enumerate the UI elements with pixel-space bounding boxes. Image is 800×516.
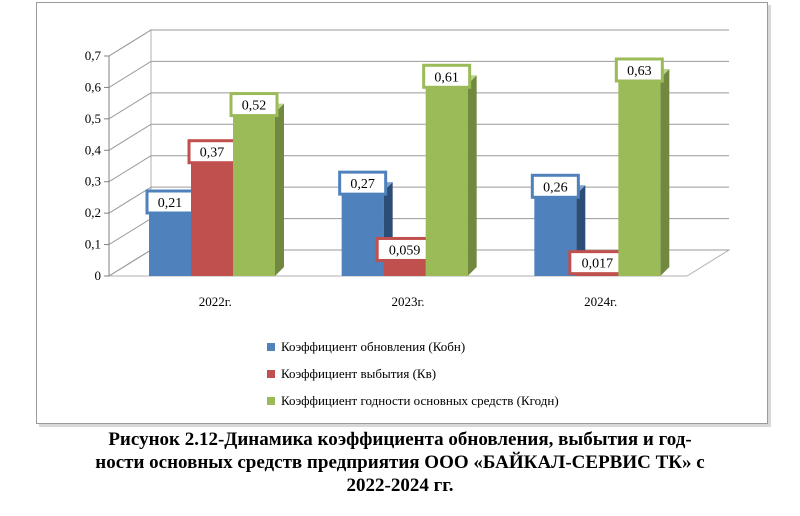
legend-swatch-fitness [267, 396, 275, 405]
gridline-diag [108, 29, 152, 57]
caption-line-1: Рисунок 2.12-Динамика коэффициента обнов… [108, 429, 692, 450]
bar-side [467, 75, 477, 277]
x-category-label: 2024г. [584, 294, 617, 309]
data-label: 0,017 [582, 257, 614, 272]
bar [233, 112, 275, 276]
legend-label-retirement: Коэффициент выбытия (Кв) [281, 365, 437, 381]
data-label-box [422, 63, 472, 89]
y-tick-label: 0,7 [85, 48, 102, 63]
x-category-label: 2022г. [199, 294, 232, 309]
gridline-diag [108, 123, 152, 151]
chart-frame: 0 0,1 0,2 0,3 0,4 0,5 0,6 0,7 2022г. 0,21 0,37 0,52… [36, 2, 768, 424]
x-category-label: 2023г. [391, 294, 424, 309]
bar-side [660, 69, 670, 276]
legend-label-fitness: Коэффициент годности основных средств (К… [281, 392, 559, 408]
figure-caption: Рисунок 2.12-Динамика коэффициента обнов… [0, 428, 800, 497]
data-label: 0,059 [389, 243, 421, 258]
y-tick-label: 0,2 [85, 205, 101, 220]
data-label-box [614, 57, 664, 83]
legend-swatch-renewal [267, 342, 275, 351]
gridline-diag [108, 186, 152, 214]
y-tick-label: 0,1 [85, 237, 101, 252]
bar-chart: 0 0,1 0,2 0,3 0,4 0,5 0,6 0,7 2022г. 0,21 0,37 0,52… [85, 29, 731, 309]
y-tick-label: 0,5 [85, 111, 101, 126]
legend-item-renewal: Коэффициент обновления (Кобн) [267, 333, 559, 360]
y-tick-label: 0,6 [85, 79, 102, 94]
gridline-diag [108, 249, 152, 277]
y-tick-label: 0,4 [85, 142, 102, 157]
data-label: 0,37 [200, 146, 225, 161]
bar [383, 257, 426, 276]
gridline-diag [108, 61, 152, 88]
bar [341, 191, 384, 276]
bar [618, 78, 661, 276]
side-wall [108, 29, 152, 277]
bar [425, 84, 468, 277]
legend-swatch-retirement [267, 369, 275, 378]
data-label: 0,21 [158, 196, 183, 211]
data-label: 0,63 [627, 64, 652, 79]
caption-line-3: 2022-2024 гг. [346, 475, 454, 496]
y-tick-label: 0,3 [85, 174, 101, 189]
bar [149, 210, 191, 276]
legend-item-fitness: Коэффициент годности основных средств (К… [267, 387, 559, 414]
legend-label-renewal: Коэффициент обновления (Кобн) [281, 338, 466, 354]
gridline-diag [108, 92, 152, 120]
gridline-diag [108, 155, 152, 183]
data-label: 0,61 [434, 70, 459, 85]
data-label: 0,52 [242, 99, 267, 114]
data-label-box [338, 170, 388, 196]
caption-line-2: ности основных средств предприятия ООО «… [95, 452, 705, 473]
y-tick-label: 0 [95, 268, 102, 283]
bar [191, 159, 233, 276]
gridline-diag [108, 218, 152, 245]
data-label-box [530, 173, 580, 199]
legend-item-retirement: Коэффициент выбытия (Кв) [267, 360, 559, 387]
data-label-box [229, 92, 279, 118]
data-label: 0,26 [543, 180, 568, 195]
chart-legend: Коэффициент обновления (Кобн) Коэффициен… [267, 333, 559, 414]
data-label: 0,27 [350, 177, 375, 192]
bar-side [275, 103, 284, 276]
